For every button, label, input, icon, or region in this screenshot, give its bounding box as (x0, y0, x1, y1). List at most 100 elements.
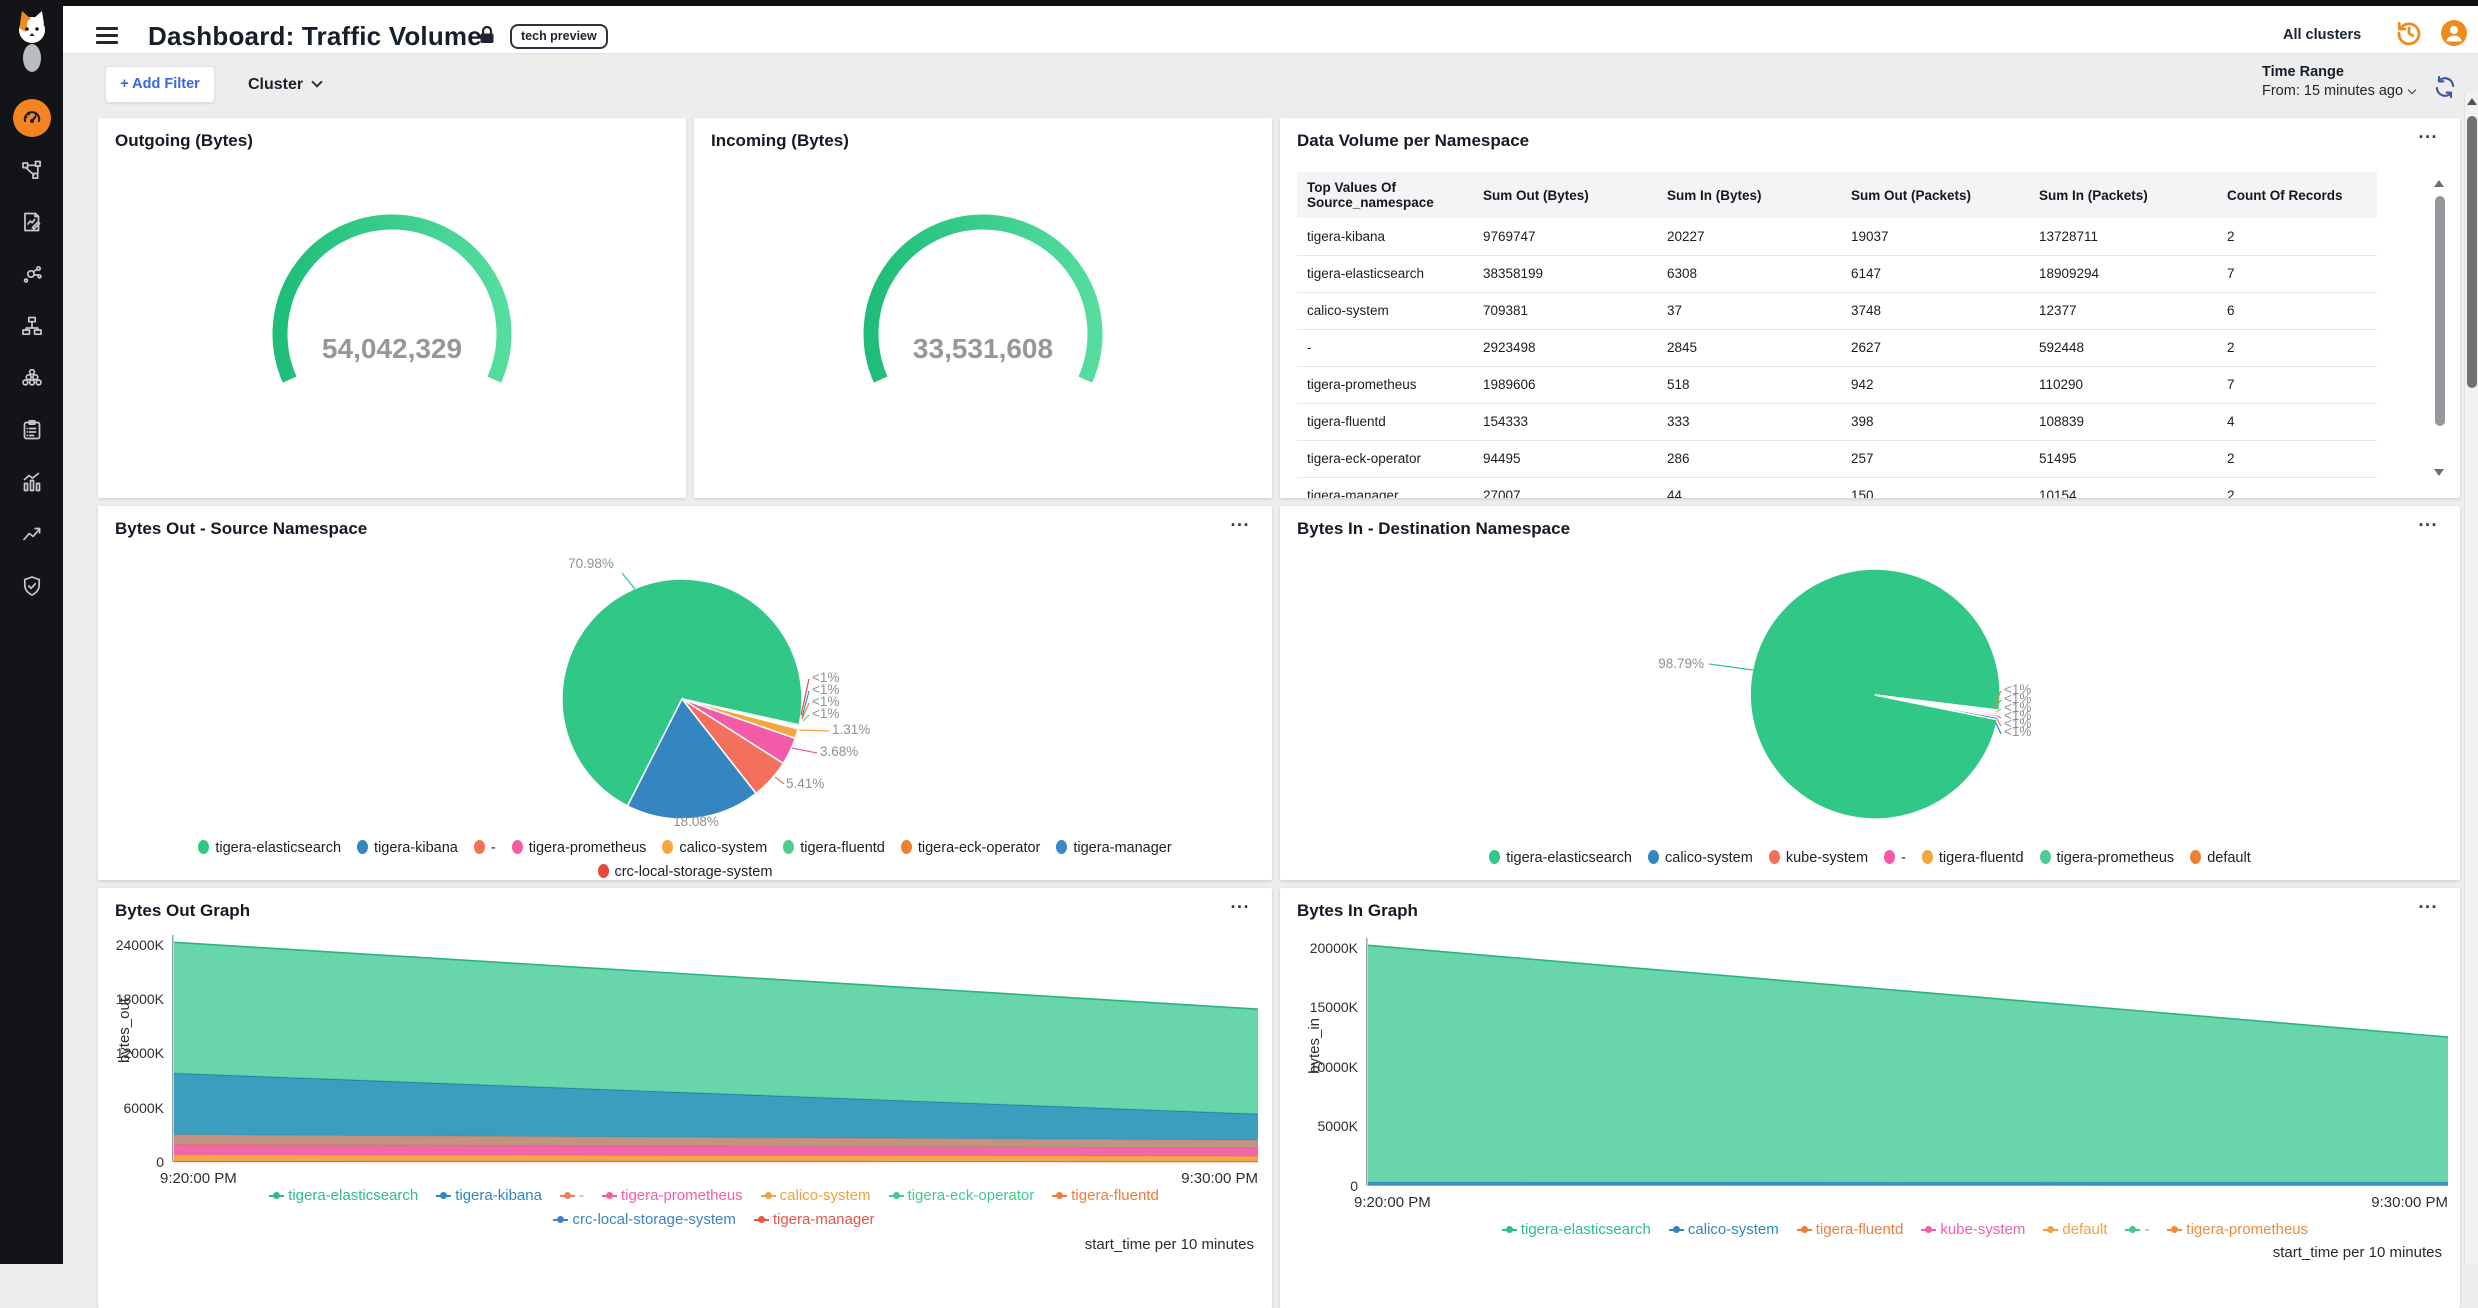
legend-item-tigera-kibana[interactable]: tigera-kibana (436, 1184, 542, 1208)
legend-swatch (598, 864, 609, 878)
legend-item-tigera-manager[interactable]: tigera-manager (754, 1208, 875, 1232)
legend-item-tigera-elasticsearch[interactable]: tigera-elasticsearch (1489, 850, 1632, 866)
nav-reports-icon[interactable] (0, 210, 63, 234)
y-tick-label: 12000K (102, 1045, 164, 1061)
pie-slice-tigera-elasticsearch[interactable] (1750, 569, 2000, 819)
legend-item-tigera-elasticsearch[interactable]: tigera-elasticsearch (198, 840, 341, 856)
legend-item-default[interactable]: default (2043, 1218, 2107, 1242)
legend-label: - (1901, 850, 1906, 866)
panel-menu-icon[interactable]: ... (2418, 892, 2438, 913)
y-tick-label: 6000K (102, 1100, 164, 1116)
nav-compliance-icon[interactable] (0, 418, 63, 442)
legend-item-tigera-fluentd[interactable]: tigera-fluentd (1052, 1184, 1159, 1208)
legend-item-kube-system[interactable]: kube-system (1769, 850, 1868, 866)
cluster-scope-label[interactable]: All clusters (2283, 27, 2361, 43)
legend-item-tigera-prometheus[interactable]: tigera-prometheus (2040, 850, 2175, 866)
legend-item-tigera-fluentd[interactable]: tigera-fluentd (1922, 850, 2024, 866)
column-header[interactable]: Top Values Of Source_namespace (1297, 172, 1473, 218)
menu-icon[interactable] (96, 27, 118, 48)
legend-item--[interactable]: - (2125, 1218, 2149, 1242)
pie-percent-label: 5.41% (786, 776, 824, 791)
legend-item-tigera-kibana[interactable]: tigera-kibana (357, 840, 458, 856)
legend-item--[interactable]: - (1884, 850, 1906, 866)
nav-topology-icon[interactable] (0, 314, 63, 338)
nav-service-graph-icon[interactable] (0, 158, 63, 182)
legend-item-kube-system[interactable]: kube-system (1921, 1218, 2025, 1242)
legend-item-crc-local-storage-system[interactable]: crc-local-storage-system (553, 1208, 735, 1232)
legend-item-tigera-elasticsearch[interactable]: tigera-elasticsearch (269, 1184, 418, 1208)
legend-label: crc-local-storage-system (572, 1211, 735, 1228)
table-cell: tigera-eck-operator (1297, 440, 1473, 477)
table-cell: 10154 (2029, 477, 2217, 498)
nav-security-icon[interactable] (0, 574, 63, 598)
legend-item-default[interactable]: default (2190, 850, 2251, 866)
legend-swatch (1056, 840, 1067, 854)
area-series-tigera-elasticsearch[interactable] (1368, 945, 2448, 1182)
table-cell: - (1297, 329, 1473, 366)
time-range-control: Time Range From: 15 minutes ago (2262, 64, 2415, 99)
graph-legend: crc-local-storage-system tigera-manager (172, 1208, 1256, 1232)
table-scrollbar[interactable] (2434, 176, 2446, 476)
panel-title: Bytes Out Graph (115, 901, 250, 921)
user-avatar-icon[interactable] (2440, 19, 2468, 52)
add-filter-button[interactable]: + Add Filter (105, 66, 215, 103)
pie-label-leader (775, 777, 784, 784)
cluster-filter-dropdown[interactable]: Cluster (248, 76, 321, 94)
panel-title: Data Volume per Namespace (1297, 131, 1529, 151)
pie-legend: crc-local-storage-system (118, 864, 1252, 880)
history-icon[interactable] (2394, 18, 2424, 53)
table-cell: 2627 (1841, 329, 2029, 366)
calico-logo[interactable] (0, 6, 63, 72)
legend-item-tigera-eck-operator[interactable]: tigera-eck-operator (889, 1184, 1035, 1208)
legend-item--[interactable]: - (474, 840, 496, 856)
nav-connections-icon[interactable] (0, 262, 63, 286)
legend-item-calico-system[interactable]: calico-system (761, 1184, 871, 1208)
time-range-text: From: 15 minutes ago (2262, 83, 2403, 99)
panel-menu-icon[interactable]: ... (1230, 892, 1250, 913)
column-header[interactable]: Sum In (Packets) (2029, 172, 2217, 218)
time-range-value[interactable]: From: 15 minutes ago (2262, 83, 2415, 99)
legend-item-tigera-fluentd[interactable]: tigera-fluentd (1797, 1218, 1904, 1242)
column-header[interactable]: Sum Out (Packets) (1841, 172, 2029, 218)
legend-item-tigera-eck-operator[interactable]: tigera-eck-operator (901, 840, 1041, 856)
legend-label: default (2062, 1221, 2107, 1238)
legend-item-tigera-fluentd[interactable]: tigera-fluentd (783, 840, 885, 856)
pie-percent-label: <1% (2004, 724, 2031, 739)
scrollbar-thumb[interactable] (2435, 196, 2445, 426)
scroll-up-icon[interactable] (2467, 98, 2477, 105)
column-header[interactable]: Sum In (Bytes) (1657, 172, 1841, 218)
legend-item-tigera-prometheus[interactable]: tigera-prometheus (512, 840, 647, 856)
legend-item-crc-local-storage-system[interactable]: crc-local-storage-system (598, 864, 773, 880)
legend-item-calico-system[interactable]: calico-system (662, 840, 767, 856)
column-header[interactable]: Sum Out (Bytes) (1473, 172, 1657, 218)
legend-item-calico-system[interactable]: calico-system (1648, 850, 1753, 866)
panel-menu-icon[interactable]: ... (2418, 122, 2438, 143)
table-cell: 592448 (2029, 329, 2217, 366)
table-cell: calico-system (1297, 292, 1473, 329)
legend-item-calico-system[interactable]: calico-system (1669, 1218, 1779, 1242)
nav-statistics-icon[interactable] (0, 470, 63, 494)
legend-item-tigera-prometheus[interactable]: tigera-prometheus (602, 1184, 743, 1208)
refresh-icon[interactable] (2432, 74, 2458, 100)
legend-item-tigera-elasticsearch[interactable]: tigera-elasticsearch (1502, 1218, 1651, 1242)
pie-percent-label: 18.08% (673, 814, 719, 829)
legend-item--[interactable]: - (560, 1184, 584, 1208)
legend-label: kube-system (1940, 1221, 2025, 1238)
y-tick-label: 15000K (1296, 999, 1358, 1015)
nav-clusters-icon[interactable] (0, 366, 63, 390)
column-header[interactable]: Count Of Records (2217, 172, 2377, 218)
scrollbar-thumb[interactable] (2467, 116, 2477, 388)
window-scrollbar[interactable] (2464, 92, 2478, 1264)
scroll-down-icon[interactable] (2434, 469, 2444, 476)
legend-item-tigera-prometheus[interactable]: tigera-prometheus (2167, 1218, 2308, 1242)
table-cell: 108839 (2029, 403, 2217, 440)
nav-dashboard-icon[interactable] (0, 99, 63, 137)
legend-item-tigera-manager[interactable]: tigera-manager (1056, 840, 1171, 856)
nav-trends-icon[interactable] (0, 522, 63, 546)
chevron-down-icon (2408, 86, 2416, 94)
table-cell: 37 (1657, 292, 1841, 329)
legend-label: calico-system (1665, 850, 1753, 866)
scroll-up-icon[interactable] (2434, 180, 2444, 187)
